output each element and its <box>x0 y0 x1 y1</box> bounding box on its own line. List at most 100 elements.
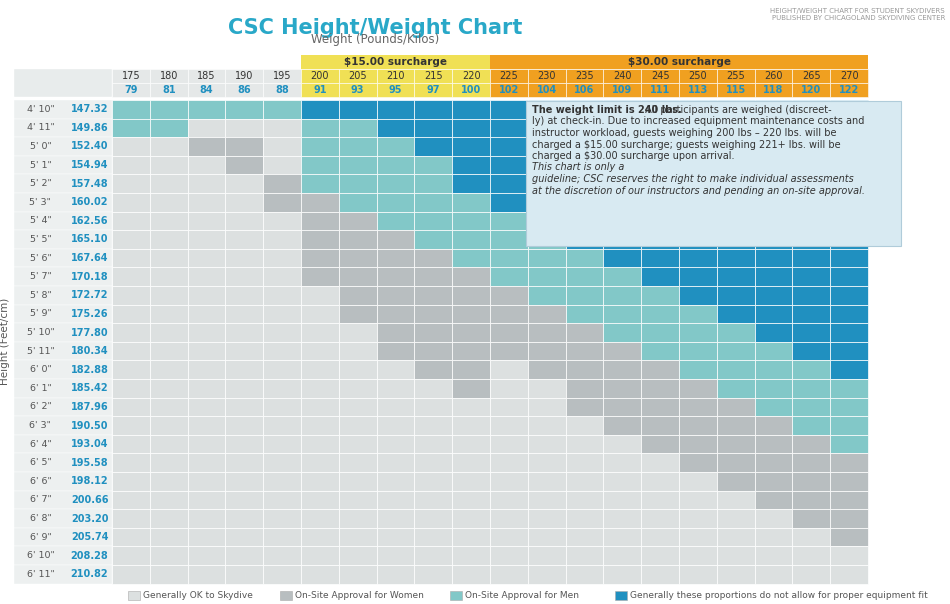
Bar <box>603 118 641 137</box>
Bar <box>112 528 150 547</box>
Bar <box>490 509 528 528</box>
Bar <box>150 547 187 565</box>
Bar <box>339 175 376 193</box>
Bar <box>150 435 187 454</box>
Bar <box>150 249 187 268</box>
Bar <box>565 454 603 472</box>
Bar <box>263 490 301 509</box>
Bar <box>301 397 339 416</box>
Bar <box>792 211 830 230</box>
Bar <box>830 211 868 230</box>
Text: 165.10: 165.10 <box>70 234 108 245</box>
Bar <box>376 193 414 211</box>
Text: 250: 250 <box>689 71 707 81</box>
Bar <box>490 304 528 323</box>
Bar <box>679 69 717 83</box>
Bar <box>414 156 452 175</box>
Bar <box>112 379 150 397</box>
Bar <box>641 509 679 528</box>
Bar <box>376 397 414 416</box>
Text: 260: 260 <box>764 71 783 81</box>
Bar <box>717 397 754 416</box>
Bar <box>263 249 301 268</box>
Text: 97: 97 <box>427 85 440 95</box>
Bar <box>263 193 301 211</box>
Bar <box>150 268 187 286</box>
Bar <box>263 100 301 118</box>
Bar <box>414 137 452 156</box>
Bar <box>414 268 452 286</box>
Bar <box>792 379 830 397</box>
Bar <box>112 547 150 565</box>
Bar <box>641 249 679 268</box>
Bar <box>339 211 376 230</box>
Bar <box>376 268 414 286</box>
Text: 6' 3": 6' 3" <box>29 421 51 430</box>
Bar <box>641 211 679 230</box>
Bar <box>187 69 225 83</box>
Text: 6' 4": 6' 4" <box>29 440 51 449</box>
Bar <box>641 528 679 547</box>
Text: 220: 220 <box>462 71 481 81</box>
Bar <box>641 286 679 304</box>
Text: 177.80: 177.80 <box>70 327 108 338</box>
Bar <box>490 397 528 416</box>
Bar <box>225 323 263 342</box>
Text: 240: 240 <box>613 71 632 81</box>
Bar <box>150 397 187 416</box>
Text: charged a $30.00 surcharge upon arrival.: charged a $30.00 surcharge upon arrival. <box>532 151 734 161</box>
Bar <box>754 304 792 323</box>
Bar <box>112 230 150 249</box>
Text: On-Site Approval for Women: On-Site Approval for Women <box>295 591 424 600</box>
Bar <box>225 156 263 175</box>
Bar <box>414 397 452 416</box>
Bar <box>263 342 301 361</box>
Bar <box>263 454 301 472</box>
Bar <box>339 268 376 286</box>
Bar <box>452 547 490 565</box>
Bar <box>754 268 792 286</box>
Bar <box>754 175 792 193</box>
Bar <box>641 379 679 397</box>
Bar <box>679 304 717 323</box>
Bar <box>414 547 452 565</box>
Bar <box>452 156 490 175</box>
Bar <box>187 454 225 472</box>
Bar <box>187 175 225 193</box>
Bar <box>830 472 868 490</box>
Bar <box>679 249 717 268</box>
Bar <box>641 565 679 583</box>
Bar <box>679 211 717 230</box>
Bar <box>339 249 376 268</box>
Bar <box>301 286 339 304</box>
Bar <box>565 416 603 435</box>
Bar <box>754 379 792 397</box>
Bar <box>187 397 225 416</box>
Bar <box>717 416 754 435</box>
Bar <box>792 416 830 435</box>
Text: 245: 245 <box>651 71 670 81</box>
Bar <box>225 435 263 454</box>
Bar <box>376 361 414 379</box>
Bar <box>754 193 792 211</box>
Text: 152.40: 152.40 <box>70 141 108 152</box>
Bar <box>301 547 339 565</box>
Text: 205.74: 205.74 <box>70 532 108 542</box>
Bar <box>754 211 792 230</box>
Bar <box>452 193 490 211</box>
Bar <box>717 379 754 397</box>
Bar <box>603 361 641 379</box>
Bar <box>565 547 603 565</box>
Bar <box>528 472 565 490</box>
Bar <box>187 361 225 379</box>
Bar <box>376 304 414 323</box>
Bar <box>187 416 225 435</box>
Bar <box>717 137 754 156</box>
Bar <box>225 230 263 249</box>
Bar <box>490 454 528 472</box>
Bar <box>565 490 603 509</box>
Bar <box>717 286 754 304</box>
Bar <box>679 565 717 583</box>
Bar <box>452 304 490 323</box>
Bar <box>225 397 263 416</box>
